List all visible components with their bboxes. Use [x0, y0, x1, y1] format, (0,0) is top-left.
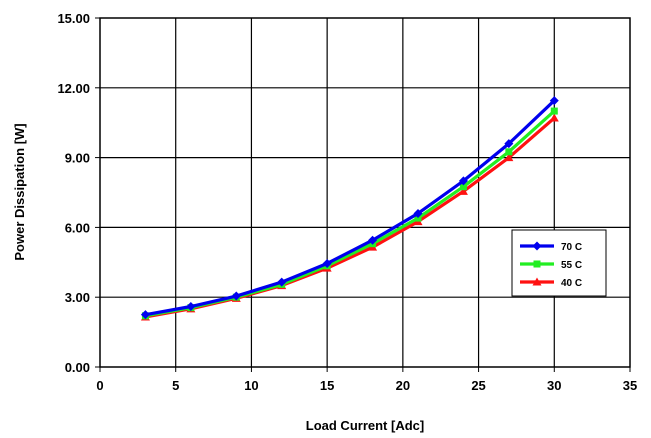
data-point-marker	[277, 277, 287, 287]
y-tick-labels: 0.00 3.00 6.00 9.00 12.00 15.00	[57, 11, 90, 375]
data-point-marker	[504, 153, 514, 162]
x-tick-label: 0	[96, 378, 103, 393]
y-axis-label: Power Dissipation [W]	[12, 123, 27, 260]
data-point-marker	[550, 107, 558, 115]
data-point-marker	[140, 310, 150, 320]
x-tick-label: 5	[172, 378, 179, 393]
legend-label: 40 C	[561, 278, 582, 289]
legend-item: 40 C	[520, 277, 582, 289]
legend-item: 70 C	[520, 241, 582, 253]
y-tick-label: 12.00	[57, 81, 90, 96]
data-point-marker	[549, 96, 559, 106]
legend-item: 55 C	[520, 260, 582, 271]
data-point-marker	[413, 208, 423, 218]
plot-background	[100, 18, 630, 367]
x-tick-label: 15	[320, 378, 334, 393]
data-point-marker	[322, 258, 332, 268]
legend: 70 C 55 C 40 C	[511, 229, 607, 297]
x-tick-label: 30	[547, 378, 561, 393]
data-point-marker	[414, 214, 422, 222]
y-tick-label: 6.00	[65, 220, 90, 235]
data-point-marker	[368, 235, 378, 245]
data-point-marker	[459, 183, 467, 191]
data-point-marker	[458, 176, 468, 186]
y-tick-label: 3.00	[65, 290, 90, 305]
data-point-marker	[186, 302, 196, 312]
series-line	[143, 98, 556, 317]
legend-label: 55 C	[561, 260, 582, 271]
x-tick-label: 10	[244, 378, 258, 393]
x-tick-labels: 0 5 10 15 20 25 30 35	[96, 378, 637, 393]
legend-label: 70 C	[561, 242, 582, 253]
y-tick-label: 15.00	[57, 11, 90, 26]
data-point-marker	[504, 139, 514, 149]
y-tick-label: 9.00	[65, 151, 90, 166]
x-tick-label: 25	[471, 378, 485, 393]
y-tick-label: 0.00	[65, 360, 90, 375]
data-point-marker	[532, 241, 542, 251]
data-point-marker	[458, 186, 468, 195]
grid-lines	[95, 17, 631, 372]
plot-frame	[99, 17, 631, 368]
series-layer	[140, 96, 559, 321]
x-tick-label: 20	[396, 378, 410, 393]
series-70c	[140, 96, 559, 320]
x-tick-label: 35	[623, 378, 637, 393]
data-point-marker	[231, 291, 241, 301]
x-axis-label: Load Current [Adc]	[306, 418, 424, 433]
data-point-marker	[549, 113, 559, 122]
data-point-marker	[533, 260, 541, 268]
data-point-marker	[532, 277, 542, 286]
data-point-marker	[505, 148, 513, 156]
